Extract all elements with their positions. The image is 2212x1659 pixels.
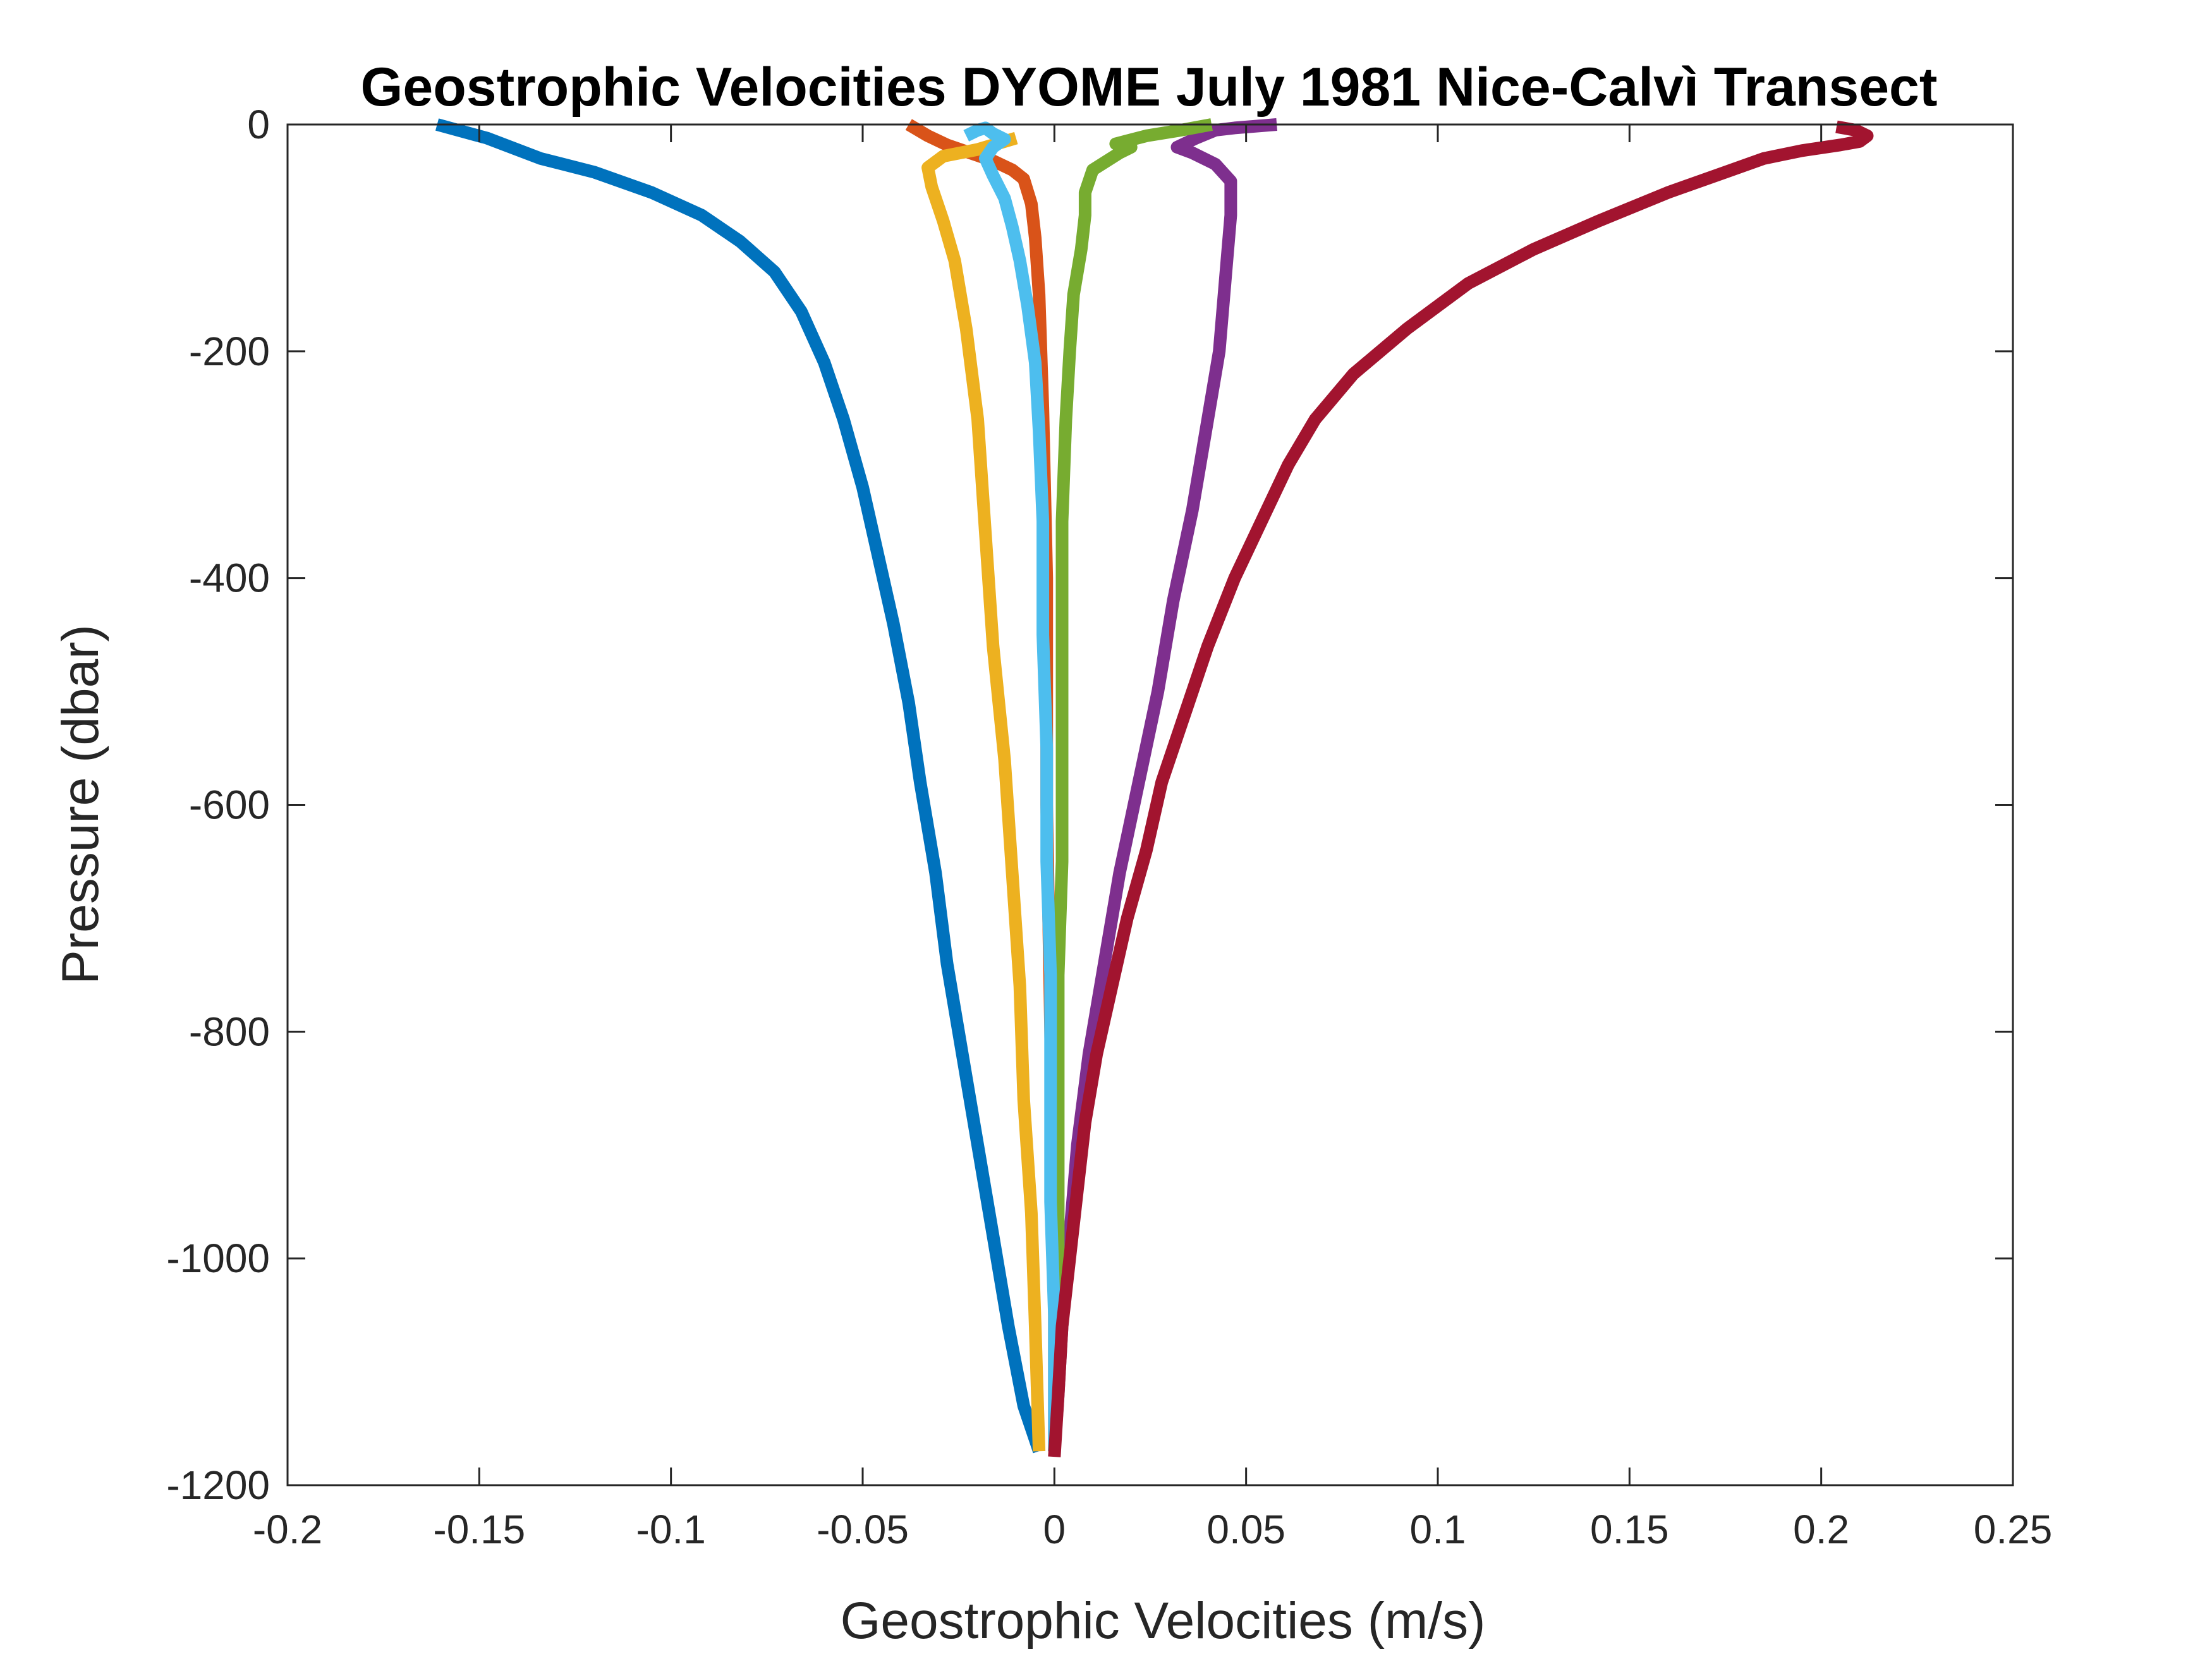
x-tick-label: -0.2 <box>253 1507 322 1552</box>
y-axis-label: Pressure (dbar) <box>52 624 109 985</box>
tick-layer: -0.2 -0.15 -0.1 -0.05 0 0.05 0.1 0.15 0.2 0.25 0 -2… <box>166 102 2052 1552</box>
series-layer <box>435 118 1874 1457</box>
x-tick-label: 0.1 <box>1410 1507 1466 1552</box>
x-tick-label: 0.15 <box>1590 1507 1669 1552</box>
y-tick-label: -400 <box>189 556 270 601</box>
y-tick-label: -800 <box>189 1009 270 1054</box>
chart-title: Geostrophic Velocities DYOME July 1981 N… <box>360 57 1937 118</box>
x-tick-label: 0 <box>1043 1507 1066 1552</box>
x-tick-label: 0.2 <box>1793 1507 1849 1552</box>
x-tick-label: 0.05 <box>1206 1507 1285 1552</box>
y-tick-label: -1200 <box>166 1462 270 1508</box>
series-line-7 <box>1048 120 1874 1457</box>
y-tick-label: -200 <box>189 329 270 374</box>
series-line-6 <box>963 121 1061 1452</box>
x-tick-label: 0.25 <box>1974 1507 2053 1552</box>
y-tick-label: -600 <box>189 782 270 828</box>
x-tick-label: -0.05 <box>817 1507 909 1552</box>
series-line-1 <box>435 118 1045 1454</box>
y-tick-label: 0 <box>247 102 270 147</box>
x-tick-label: -0.1 <box>636 1507 706 1552</box>
y-tick-label: -1000 <box>166 1236 270 1281</box>
plot-area: -0.2 -0.15 -0.1 -0.05 0 0.05 0.1 0.15 0.2 0.25 0 -2… <box>166 102 2052 1552</box>
series-line-3 <box>921 131 1046 1452</box>
series-line-5 <box>1048 118 1213 1452</box>
x-tick-label: -0.15 <box>433 1507 525 1552</box>
x-axis-label: Geostrophic Velocities (m/s) <box>841 1592 1486 1650</box>
